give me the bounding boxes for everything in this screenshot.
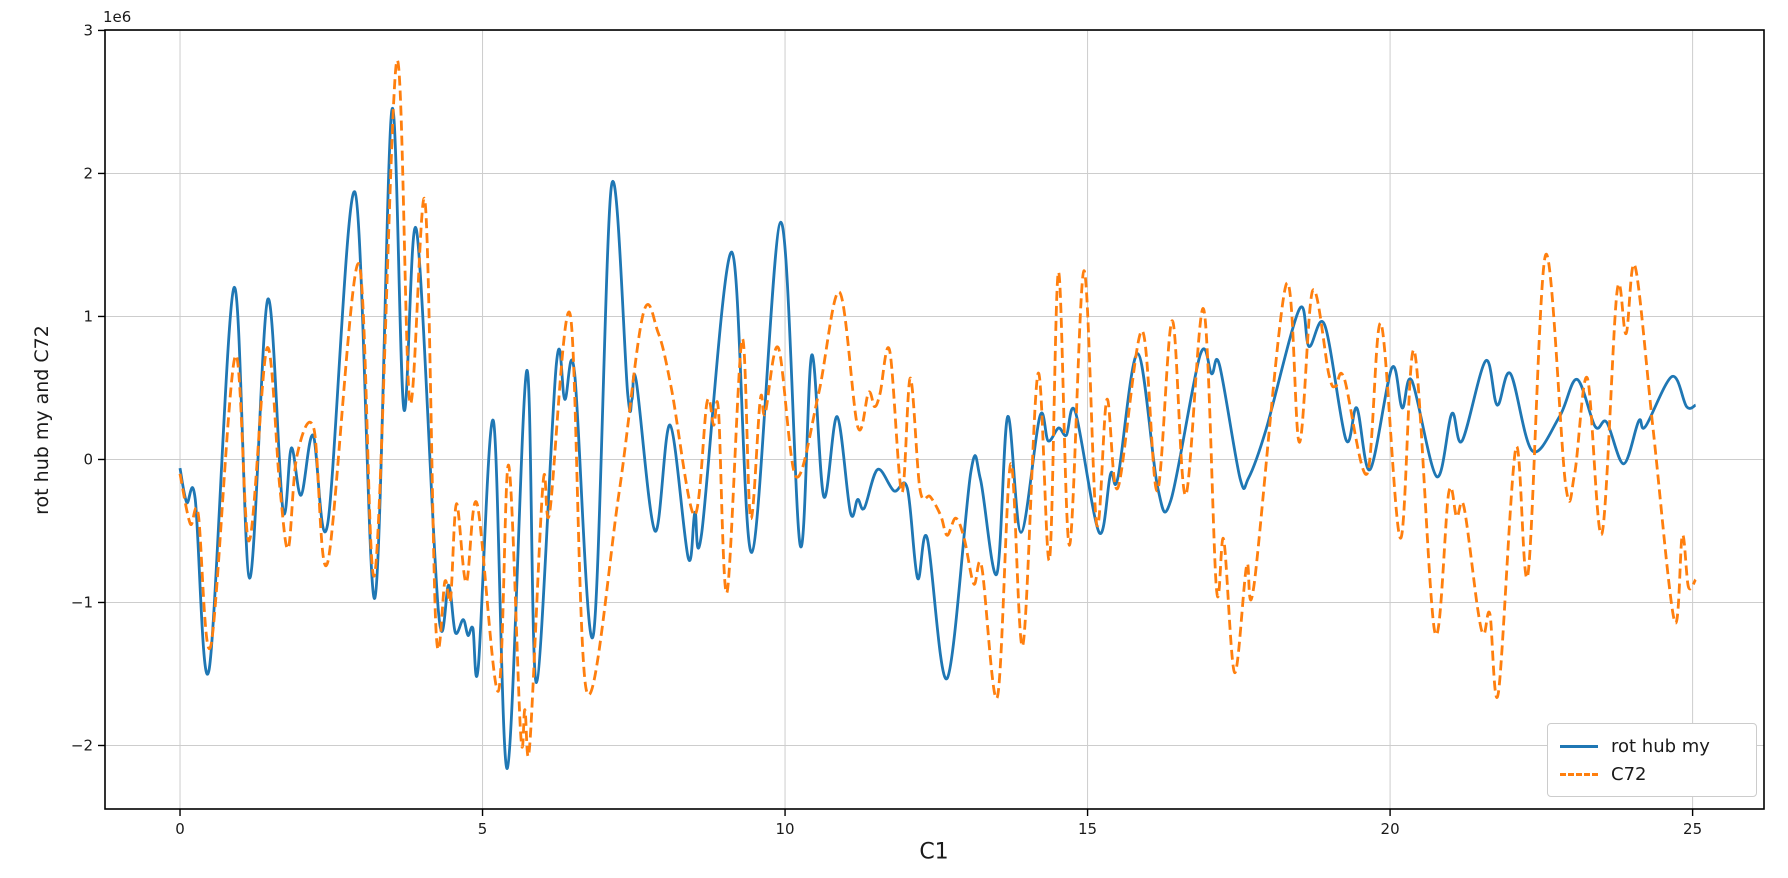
x-tick-label: 15 (1078, 820, 1097, 838)
x-tick-label: 0 (175, 820, 185, 838)
series-c72 (178, 58, 1697, 758)
x-tick-label: 20 (1381, 820, 1400, 838)
y-tick-label: 0 (83, 450, 93, 468)
y-tick-label: 3 (83, 21, 93, 39)
x-axis-label: C1 (919, 839, 949, 865)
tick-labels: 0 5 10 15 20 25 −2 −1 0 1 2 3 (71, 21, 1702, 838)
legend-item-c72: C72 (1560, 761, 1744, 788)
x-tick-label: 10 (776, 820, 795, 838)
x-tick-label: 25 (1683, 820, 1702, 838)
legend-item-rot-hub-my: rot hub my (1560, 733, 1744, 760)
axes-frame (104, 29, 1765, 810)
gridlines (105, 29, 1764, 809)
legend-line-sample-dashed-icon (1560, 772, 1598, 776)
y-tick-label: −2 (71, 737, 93, 755)
legend: rot hub my C72 (1547, 723, 1757, 797)
legend-label: C72 (1611, 763, 1647, 785)
series-rot-hub-my (178, 106, 1697, 770)
x-tick-label: 5 (478, 820, 488, 838)
legend-line-sample-solid-icon (1560, 744, 1598, 748)
y-tick-label: 1 (83, 307, 93, 325)
legend-label: rot hub my (1611, 735, 1710, 757)
y-tick-label: 2 (83, 164, 93, 182)
y-axis-offset-label: 1e6 (103, 8, 132, 26)
data-series (178, 58, 1697, 770)
axis-ticks (98, 29, 1694, 816)
y-axis-label: rot hub my and C72 (31, 325, 53, 515)
y-tick-label: −1 (71, 593, 93, 611)
